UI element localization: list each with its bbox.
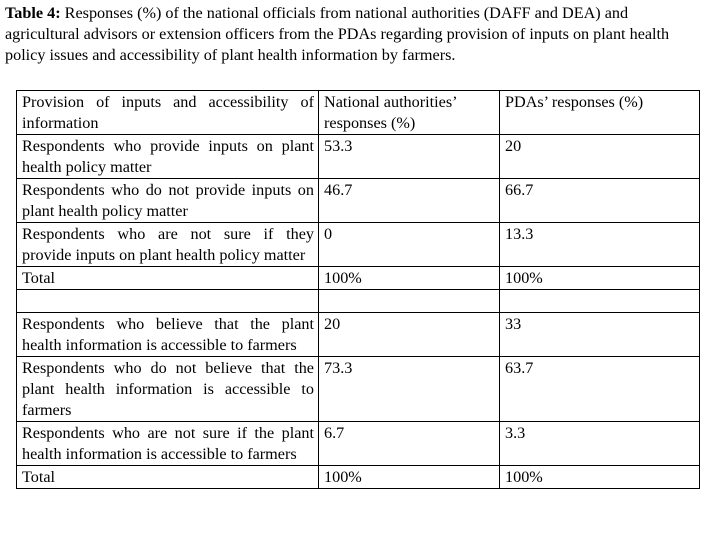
column-header-pdas: PDAs’ responses (%) (499, 90, 700, 135)
total-label: Total (16, 266, 319, 290)
pdas-value: 66.7 (499, 178, 700, 223)
caption-label: Table 4: (5, 4, 61, 22)
table-row: Respondents who believe that the plant h… (16, 312, 700, 357)
national-value: 6.7 (318, 421, 500, 466)
table-row: Respondents who are not sure if the plan… (16, 421, 700, 466)
total-row: Total 100% 100% (16, 465, 700, 489)
column-header-provision: Provision of inputs and accessibility of… (16, 90, 319, 135)
table-row: Respondents who do not believe that the … (16, 356, 700, 422)
national-value: 0 (318, 222, 500, 267)
row-label: Respondents who provide inputs on plant … (16, 134, 319, 179)
row-label: Respondents who do not provide inputs on… (16, 178, 319, 223)
column-header-national-authorities: National authorities’ responses (%) (318, 90, 500, 135)
national-value: 73.3 (318, 356, 500, 422)
responses-table: Provision of inputs and accessibility of… (16, 90, 700, 489)
pdas-value: 3.3 (499, 421, 700, 466)
row-label: Respondents who believe that the plant h… (16, 312, 319, 357)
national-value: 46.7 (318, 178, 500, 223)
row-label: Respondents who are not sure if the plan… (16, 421, 319, 466)
table-row: Respondents who provide inputs on plant … (16, 134, 700, 179)
national-value: 20 (318, 312, 500, 357)
national-total: 100% (318, 465, 500, 489)
pdas-value: 33 (499, 312, 700, 357)
pdas-total: 100% (499, 266, 700, 290)
pdas-value: 13.3 (499, 222, 700, 267)
header-row: Provision of inputs and accessibility of… (16, 90, 700, 135)
empty-cell (499, 289, 700, 313)
pdas-value: 20 (499, 134, 700, 179)
table-row: Respondents who are not sure if they pro… (16, 222, 700, 267)
pdas-total: 100% (499, 465, 700, 489)
national-total: 100% (318, 266, 500, 290)
row-label: Respondents who do not believe that the … (16, 356, 319, 422)
empty-cell (16, 289, 319, 313)
national-value: 53.3 (318, 134, 500, 179)
total-label: Total (16, 465, 319, 489)
total-row: Total 100% 100% (16, 266, 700, 290)
table-row: Respondents who do not provide inputs on… (16, 178, 700, 223)
spacer-row (16, 289, 700, 313)
table-caption: Table 4: Responses (%) of the national o… (5, 3, 701, 66)
row-label: Respondents who are not sure if they pro… (16, 222, 319, 267)
caption-text: Responses (%) of the national officials … (5, 4, 670, 64)
pdas-value: 63.7 (499, 356, 700, 422)
empty-cell (318, 289, 500, 313)
